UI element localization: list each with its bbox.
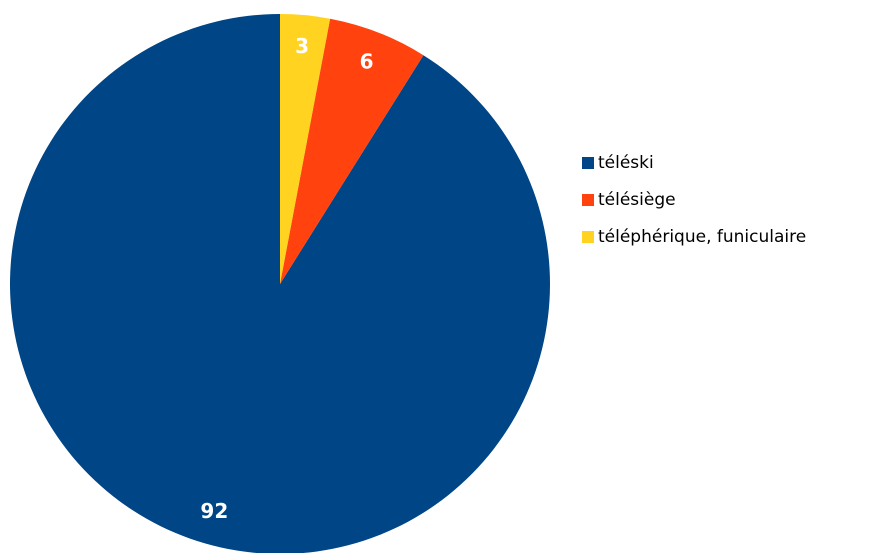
pie-slice bbox=[10, 14, 550, 553]
legend-label: télésiège bbox=[598, 190, 676, 210]
legend-label: téléski bbox=[598, 153, 654, 173]
legend-swatch bbox=[582, 194, 594, 206]
pie-slice bbox=[280, 14, 331, 284]
legend-label: téléphérique, funiculaire bbox=[598, 227, 806, 247]
data-label: 6 bbox=[360, 49, 374, 73]
pie-slice bbox=[280, 18, 424, 285]
legend-swatch bbox=[582, 157, 594, 169]
data-label: 3 bbox=[295, 34, 309, 58]
data-label: 92 bbox=[200, 499, 228, 523]
legend-swatch bbox=[582, 231, 594, 243]
